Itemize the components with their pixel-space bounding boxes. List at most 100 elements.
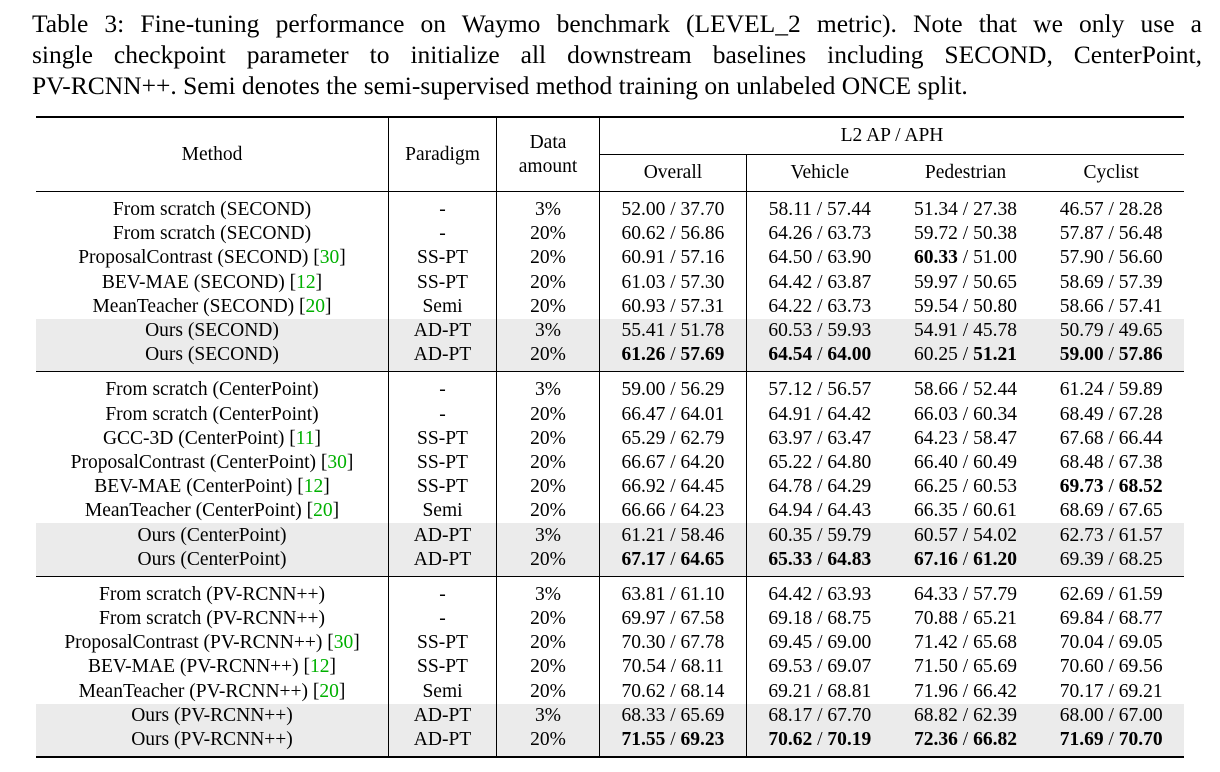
vehicle-ap: 64.26 xyxy=(768,223,813,245)
cell-method: Ours (SECOND) xyxy=(36,343,389,372)
cell-data-amount: 20% xyxy=(496,547,600,577)
cell-paradigm: AD-PT xyxy=(388,523,497,548)
pedestrian-ap: 71.50 xyxy=(914,656,958,678)
header-vehicle: Vehicle xyxy=(746,154,893,192)
overall-ap: 55.41 xyxy=(621,320,666,342)
pedestrian-aph: 57.79 xyxy=(973,583,1017,605)
method-name: BEV-MAE (SECOND) xyxy=(101,271,285,293)
cyclist-aph: 56.60 xyxy=(1118,247,1163,269)
cell-pedestrian: 71.42 / 65.68 xyxy=(914,632,1017,654)
citation-link[interactable]: 20 xyxy=(319,680,339,702)
overall-ap: 66.92 xyxy=(621,476,666,498)
citation-link[interactable]: 20 xyxy=(305,295,326,317)
overall-aph: 56.86 xyxy=(680,223,725,245)
vehicle-aph: 64.80 xyxy=(827,451,872,473)
pedestrian-aph: 54.02 xyxy=(973,524,1017,546)
cell-overall: 61.21 / 58.46 xyxy=(599,523,747,548)
cell-method: Ours (PV-RCNN++) xyxy=(36,727,389,758)
cell-vehicle: 58.11 / 57.44 xyxy=(746,191,893,223)
cell-overall: 61.26 / 57.69 xyxy=(599,343,747,372)
cell-paradigm: - xyxy=(388,222,497,247)
citation-link[interactable]: 12 xyxy=(303,476,324,498)
vehicle-ap: 60.35 xyxy=(768,524,813,546)
table-row: MeanTeacher (SECOND) [20] Semi 20% 60.93 / … xyxy=(36,294,1184,319)
cell-method: From scratch (SECOND) xyxy=(36,222,389,247)
cell-method: From scratch (PV-RCNN++) xyxy=(36,575,389,607)
cell-method: From scratch (SECOND) xyxy=(36,191,389,223)
vehicle-ap: 63.97 xyxy=(768,427,813,449)
vehicle-ap: 69.53 xyxy=(768,656,813,678)
cell-pedestrian: 51.34 / 27.38 xyxy=(892,191,1039,223)
overall-aph: 51.78 xyxy=(680,320,725,342)
cyclist-ap: 68.48 xyxy=(1059,451,1104,473)
cell-method: From scratch (CenterPoint) xyxy=(36,402,389,427)
pedestrian-aph: 65.21 xyxy=(973,608,1017,630)
cyclist-ap: 62.69 xyxy=(1059,583,1104,605)
cell-vehicle: 63.97 / 63.47 xyxy=(768,427,872,449)
cell-overall: 60.93 / 57.31 xyxy=(599,294,747,319)
citation-link[interactable]: 20 xyxy=(313,500,333,522)
method-name: BEV-MAE (PV-RCNN++) xyxy=(87,656,299,678)
overall-aph: 69.23 xyxy=(680,729,725,751)
cell-data-amount: 20% xyxy=(496,222,600,247)
cell-vehicle: 64.42 / 63.93 xyxy=(746,575,893,607)
pedestrian-ap: 72.36 xyxy=(914,729,958,751)
cell-overall: 60.91 / 57.16 xyxy=(599,246,747,271)
method-name: ProposalContrast (CenterPoint) xyxy=(70,451,316,473)
table-row: MeanTeacher (CenterPoint) [20] Semi 20% 66.… xyxy=(36,499,1184,524)
header-data-amount: Data amount xyxy=(496,117,600,192)
header-paradigm: Paradigm xyxy=(388,117,497,192)
cell-pedestrian: 66.03 / 60.34 xyxy=(914,403,1017,425)
cell-cyclist: 70.17 / 69.21 xyxy=(1059,680,1163,702)
overall-ap: 69.97 xyxy=(621,608,666,630)
cell-data-amount: 20% xyxy=(496,450,600,476)
overall-ap: 61.21 xyxy=(621,524,666,546)
cyclist-ap: 59.00 xyxy=(1059,344,1104,366)
overall-ap: 65.29 xyxy=(621,427,666,449)
cyclist-ap: 50.79 xyxy=(1059,320,1104,342)
cell-method: ProposalContrast (SECOND) [30] xyxy=(36,246,389,271)
pedestrian-ap: 71.96 xyxy=(914,680,958,702)
cell-cyclist: 69.39 / 68.25 xyxy=(1038,547,1184,577)
cyclist-ap: 71.69 xyxy=(1059,729,1104,751)
vehicle-aph: 64.43 xyxy=(827,500,872,522)
citation-link[interactable]: 30 xyxy=(319,247,340,269)
table-row: From scratch (SECOND) -3% 52.00 / 37.70 58.… xyxy=(36,191,1184,223)
cell-cyclist: 69.73 / 68.52 xyxy=(1059,476,1163,498)
vehicle-ap: 58.11 xyxy=(768,199,812,221)
overall-aph: 57.30 xyxy=(680,271,725,293)
cell-pedestrian: 60.57 / 54.02 xyxy=(892,523,1039,548)
vehicle-aph: 63.73 xyxy=(827,223,872,245)
citation-link[interactable]: 11 xyxy=(295,427,315,449)
vehicle-ap: 64.54 xyxy=(768,344,813,366)
table-row: ProposalContrast (CenterPoint) [30] SS-PT… xyxy=(36,450,1184,476)
vehicle-aph: 63.47 xyxy=(827,427,872,449)
method-name: Ours (CenterPoint) xyxy=(137,548,287,570)
cell-paradigm: Semi xyxy=(388,499,497,524)
overall-aph: 58.46 xyxy=(680,524,725,546)
citation-link[interactable]: 12 xyxy=(310,656,330,678)
cyclist-aph: 67.65 xyxy=(1118,500,1163,522)
cyclist-aph: 67.38 xyxy=(1118,451,1163,473)
cell-cyclist: 67.68 / 66.44 xyxy=(1059,427,1163,449)
overall-aph: 64.20 xyxy=(680,451,725,473)
overall-aph: 57.69 xyxy=(680,344,725,366)
overall-aph: 65.69 xyxy=(680,704,725,726)
vehicle-aph: 63.93 xyxy=(827,583,872,605)
cell-data-amount: 20% xyxy=(496,631,600,656)
pedestrian-ap: 66.35 xyxy=(914,500,958,522)
cyclist-ap: 62.73 xyxy=(1059,524,1104,546)
pedestrian-ap: 68.82 xyxy=(914,704,958,726)
citation-link[interactable]: 12 xyxy=(296,271,316,293)
cell-paradigm: - xyxy=(388,371,497,403)
vehicle-aph: 68.81 xyxy=(827,680,872,702)
vehicle-aph: 70.19 xyxy=(827,729,872,751)
caption-line-1: Table 3: Fine-tuning performance on Waym… xyxy=(32,9,1202,38)
citation-link[interactable]: 30 xyxy=(327,451,347,473)
overall-aph: 67.78 xyxy=(680,632,725,654)
cell-method: From scratch (PV-RCNN++) xyxy=(36,607,389,632)
citation-link[interactable]: 30 xyxy=(333,632,354,654)
cell-paradigm: AD-PT xyxy=(388,727,497,758)
cell-pedestrian: 59.72 / 50.38 xyxy=(914,223,1017,245)
cyclist-ap: 69.73 xyxy=(1059,476,1104,498)
